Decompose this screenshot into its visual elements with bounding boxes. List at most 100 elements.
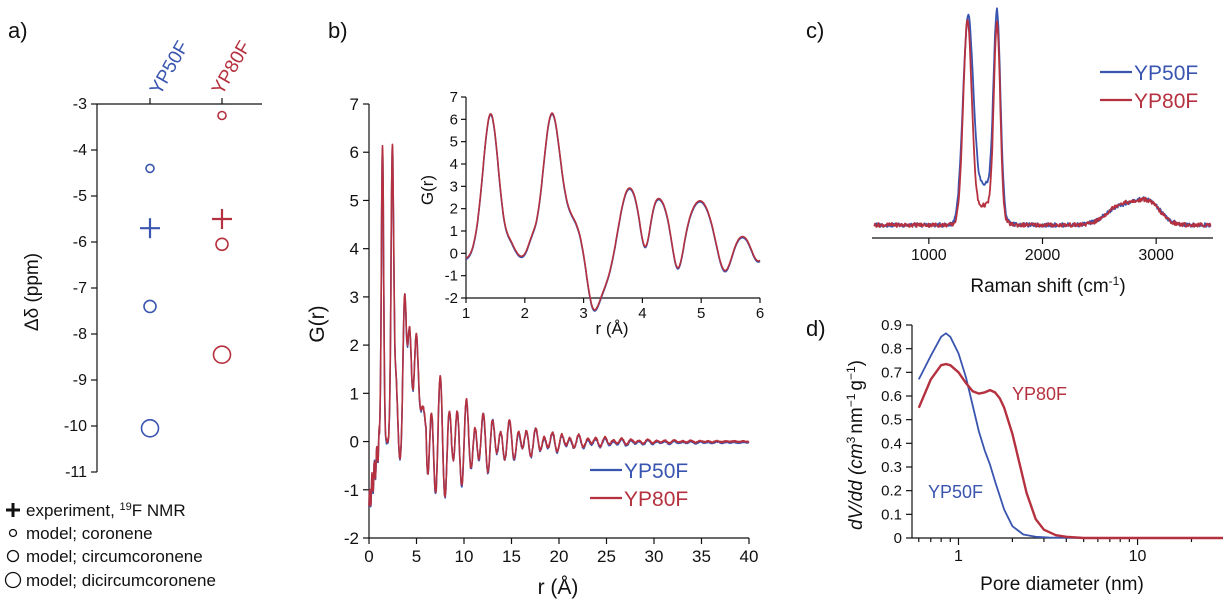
panel-d-ytick-label: 0.8 xyxy=(881,341,902,358)
panel-b-legend: YP50F YP80F xyxy=(590,460,688,511)
inset-xtick-label: 2 xyxy=(521,305,529,322)
legend-coronene: model; coronene xyxy=(26,524,153,543)
panel-b-ytick-label: 1 xyxy=(350,384,359,403)
legend-circle-medium-icon xyxy=(6,549,20,563)
model-marker-circle-small xyxy=(145,163,155,174)
series-yp80f-line xyxy=(873,19,1212,228)
model-marker-circle-large xyxy=(212,345,232,365)
panel-b-ytick-label: 7 xyxy=(350,95,359,114)
panel-d-xtick-label: 1 xyxy=(954,548,963,565)
panel-b-ylabel: G(r) xyxy=(306,305,329,342)
panel-c: Raman shift (cm-1) 1000 2000 3000 YP50F YP… xyxy=(872,7,1213,297)
legend-circumcoronene: model; circumcoronene xyxy=(26,547,203,566)
legend-yp80f: YP80F xyxy=(1134,90,1198,113)
legend-circle-small-icon xyxy=(8,528,18,538)
panel-b-xtick-label: 25 xyxy=(597,547,616,566)
curve-label-yp50f: YP50F xyxy=(928,482,983,502)
panel-a-ytick-label: -10 xyxy=(64,418,87,435)
panel-c-label: c) xyxy=(806,18,824,43)
panel-c-xlabel: Raman shift (cm-1) xyxy=(970,274,1125,297)
panel-c-xtick-label: 1000 xyxy=(911,247,947,264)
inset-ytick-label: 6 xyxy=(450,111,458,128)
panel-b-ytick-label: 0 xyxy=(350,433,359,452)
panel-d-ytick-label: 0.9 xyxy=(881,317,902,334)
panel-a-ylabel: Δδ (ppm) xyxy=(22,253,43,331)
inset-xtick-label: 4 xyxy=(638,305,646,322)
inset-xtick-label: 6 xyxy=(756,305,764,322)
panel-d-ytick-label: 0.4 xyxy=(881,435,902,452)
inset-xtick-label: 3 xyxy=(579,305,587,322)
panel-b-xtick-label: 30 xyxy=(645,547,664,566)
panel-d-xtick-label: 10 xyxy=(1129,548,1147,565)
panel-a-ytick-label: -3 xyxy=(73,96,87,113)
panel-b-xtick-label: 0 xyxy=(364,547,373,566)
panel-b-xtick-label: 40 xyxy=(740,547,759,566)
legend-yp50f: YP50F xyxy=(1134,62,1198,85)
panel-d-ytick-label: 0.6 xyxy=(881,388,902,405)
panel-d-ylabel: dV/dd (cm3nm−1g−1) xyxy=(844,360,867,530)
model-marker-circle-medium xyxy=(143,299,157,314)
legend-yp50f: YP50F xyxy=(624,460,688,483)
panel-a-ytick-label: -4 xyxy=(73,142,87,159)
panel-b-ytick-label: 4 xyxy=(350,240,359,259)
panel-a-ytick-label: -9 xyxy=(73,372,87,389)
panel-a-category-yp50f: YP50F xyxy=(146,38,193,99)
panel-b-ytick-label: 3 xyxy=(350,288,359,307)
panel-a-ytick-label: -6 xyxy=(73,234,87,251)
panel-b-ytick-label: 6 xyxy=(350,143,359,162)
inset-ytick-label: -1 xyxy=(445,268,458,285)
inset-ylabel: G(r) xyxy=(418,175,437,205)
experiment-plus-marker xyxy=(212,209,232,229)
panel-d-ytick-label: 0.3 xyxy=(881,459,902,476)
inset-ytick-label: 7 xyxy=(450,89,458,106)
model-marker-circle-medium xyxy=(215,237,229,252)
panel-b-ytick-label: 2 xyxy=(350,336,359,355)
legend-dicircumcoronene: model; dicircumcoronene xyxy=(26,571,216,590)
legend-circle-large-icon xyxy=(4,571,22,589)
inset-ytick-label: -2 xyxy=(445,290,458,307)
panel-d-xlabel: Pore diameter (nm) xyxy=(980,574,1144,595)
inset-xtick-label: 5 xyxy=(697,305,705,322)
panel-a-category-yp80f: YP80F xyxy=(208,38,255,99)
panel-b-xtick-label: 15 xyxy=(502,547,521,566)
inset-ytick-label: 5 xyxy=(450,134,458,151)
panel-c-legend: YP50F YP80F xyxy=(1100,62,1198,113)
panel-b-xlabel: r (Å) xyxy=(538,576,579,599)
panel-b-ytick-label: -2 xyxy=(344,529,359,548)
inset-yp80f-line xyxy=(465,112,761,311)
panel-b-xtick-label: 5 xyxy=(412,547,421,566)
panel-b-inset: G(r) r (Å) -2 -1 0 1 2 3 4 5 6 7 1 2 3 4 5 6 xyxy=(418,89,764,338)
panel-b-xtick-label: 35 xyxy=(692,547,711,566)
experiment-plus-marker xyxy=(140,218,160,239)
panel-c-xtick-label: 2000 xyxy=(1025,247,1061,264)
model-marker-circle-small xyxy=(217,110,227,121)
panel-d: dV/dd (cm3nm−1g−1) Pore diameter (nm) 0 0… xyxy=(844,317,1223,595)
panel-a-ytick-label: -5 xyxy=(73,188,87,205)
legend-plus-icon xyxy=(6,503,20,517)
inset-ytick-label: 4 xyxy=(450,156,458,173)
model-marker-circle-large xyxy=(140,418,160,438)
panel-b-ytick-label: -1 xyxy=(344,481,359,500)
panel-a-legend: experiment, 19F NMR model; coronene mode… xyxy=(4,501,216,590)
panel-b-ytick-label: 5 xyxy=(350,191,359,210)
panel-b-xtick-label: 10 xyxy=(455,547,474,566)
series-yp50f-line xyxy=(917,332,1223,539)
panel-a-ytick-label: -8 xyxy=(73,326,87,343)
inset-ytick-label: 1 xyxy=(450,223,458,240)
panel-a-ytick-label: -7 xyxy=(73,280,87,297)
legend-experiment: experiment, 19F NMR xyxy=(26,501,186,520)
series-yp80f-line xyxy=(917,362,1223,540)
series-yp80f-line xyxy=(368,143,750,507)
panel-c-xtick-label: 3000 xyxy=(1138,247,1174,264)
inset-xlabel: r (Å) xyxy=(595,319,628,338)
inset-bg xyxy=(466,97,760,298)
panel-d-ytick-label: 0.2 xyxy=(881,483,902,500)
panel-b-label: b) xyxy=(328,18,348,43)
inset-ytick-label: 2 xyxy=(450,201,458,218)
curve-label-yp80f: YP80F xyxy=(1012,384,1067,404)
panel-b-xtick-label: 20 xyxy=(550,547,569,566)
inset-ytick-label: 0 xyxy=(450,245,458,262)
panel-d-ytick-label: 0.1 xyxy=(881,506,902,523)
